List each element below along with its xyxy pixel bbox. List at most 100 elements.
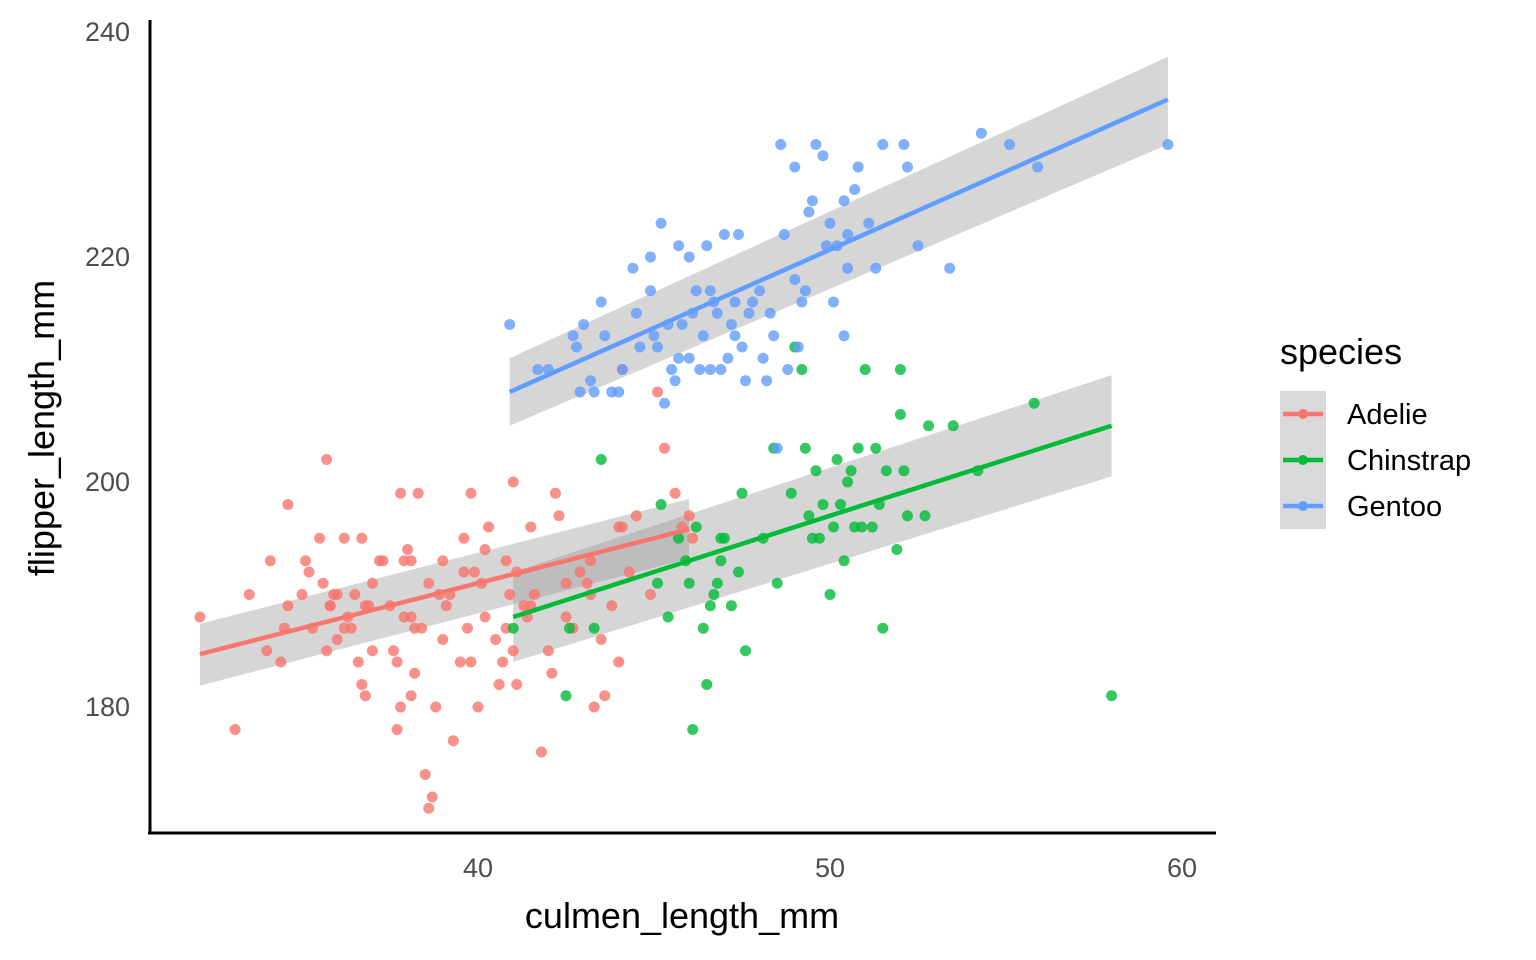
gentoo-point: [694, 364, 706, 375]
adelie-point: [314, 532, 326, 544]
adelie-point: [588, 701, 600, 713]
gentoo-point: [789, 274, 801, 285]
adelie-point: [324, 600, 336, 612]
adelie-point: [606, 600, 618, 612]
gentoo-point: [729, 330, 741, 342]
y-axis-ticks: 180 200 220 240: [85, 17, 130, 722]
adelie-point: [490, 634, 502, 645]
adelie-point: [440, 600, 452, 612]
adelie-point: [321, 645, 333, 657]
chinstrap-point: [831, 454, 843, 465]
adelie-point: [683, 510, 695, 522]
gentoo-point: [595, 296, 607, 308]
gentoo-point: [690, 285, 702, 297]
gentoo-point: [757, 352, 769, 364]
adelie-point: [300, 555, 312, 567]
adelie-point: [423, 802, 435, 814]
gentoo-point: [824, 217, 836, 229]
gentoo-point: [673, 352, 685, 364]
chinstrap-point: [1028, 397, 1040, 409]
chinstrap-point: [824, 589, 836, 600]
y-tick-label: 240: [85, 17, 130, 47]
gentoo-point: [761, 375, 773, 387]
gentoo-point: [747, 296, 759, 308]
chinstrap-point: [711, 577, 723, 589]
chinstrap-point: [799, 442, 811, 454]
gentoo-point: [838, 330, 850, 342]
gentoo-point: [944, 262, 956, 274]
gentoo-point: [683, 251, 695, 263]
legend-title: species: [1280, 331, 1402, 372]
adelie-point: [479, 544, 491, 555]
adelie-point: [528, 589, 540, 600]
gentoo-point: [838, 195, 850, 207]
gentoo-point: [736, 341, 748, 353]
adelie-point: [402, 544, 414, 555]
gentoo-point: [697, 330, 709, 342]
adelie-point: [623, 566, 635, 578]
adelie-point: [585, 555, 597, 567]
chinstrap-point: [683, 577, 695, 589]
adelie-point: [507, 645, 519, 657]
chinstrap-point: [690, 521, 702, 533]
adelie-point: [560, 577, 572, 589]
adelie-point: [426, 791, 438, 803]
adelie-point: [669, 487, 681, 499]
adelie-point: [430, 701, 442, 713]
y-tick-label: 220: [85, 242, 130, 272]
chinstrap-point: [697, 622, 709, 634]
chinstrap-point: [507, 622, 519, 634]
adelie-point: [468, 566, 480, 578]
adelie-point: [359, 690, 371, 702]
gentoo-point: [754, 285, 766, 297]
gentoo-point: [799, 285, 811, 297]
adelie-point: [472, 701, 484, 713]
gentoo-point: [571, 341, 583, 353]
chinstrap-point: [803, 510, 815, 522]
gentoo-point: [567, 330, 579, 342]
chinstrap-point: [588, 622, 600, 634]
adelie-point: [359, 600, 371, 612]
chinstrap-point: [901, 510, 913, 522]
y-tick-label: 180: [85, 692, 130, 722]
adelie-point: [525, 521, 537, 533]
gentoo-point: [715, 364, 727, 375]
adelie-point: [391, 724, 403, 735]
adelie-point: [331, 634, 343, 645]
adelie-point: [282, 600, 294, 612]
legend-item-chinstrap: Chinstrap: [1280, 437, 1471, 483]
gentoo-point: [669, 375, 681, 387]
gentoo-point: [652, 341, 664, 353]
chinstrap-point: [655, 499, 667, 510]
adelie-point: [345, 622, 357, 634]
chinstrap-point: [849, 521, 861, 533]
adelie-point: [419, 769, 431, 780]
adelie-point: [535, 746, 547, 758]
adelie-point: [479, 611, 491, 623]
chinstrap-point: [838, 555, 850, 567]
chinstrap-point: [673, 532, 685, 544]
gentoo-point: [782, 364, 794, 375]
chinstrap-point: [845, 465, 857, 477]
adelie-point: [377, 555, 389, 567]
chinstrap-point: [817, 499, 829, 510]
chinstrap-point: [947, 420, 959, 432]
chinstrap-point: [813, 532, 825, 544]
adelie-point: [349, 589, 361, 600]
chinstrap-point: [796, 364, 808, 375]
gentoo-point: [725, 319, 737, 330]
adelie-point: [243, 589, 255, 600]
gentoo-point: [1032, 161, 1044, 173]
x-tick-label: 50: [815, 853, 845, 883]
adelie-point: [321, 454, 333, 465]
gentoo-point: [796, 296, 808, 308]
adelie-point: [542, 645, 554, 657]
chinstrap-point: [880, 465, 892, 477]
adelie-point: [454, 656, 466, 668]
adelie-point: [447, 735, 459, 747]
adelie-point: [461, 622, 473, 634]
gentoo-point: [901, 161, 913, 173]
adelie-point: [652, 386, 664, 398]
chinstrap-point: [894, 409, 906, 420]
